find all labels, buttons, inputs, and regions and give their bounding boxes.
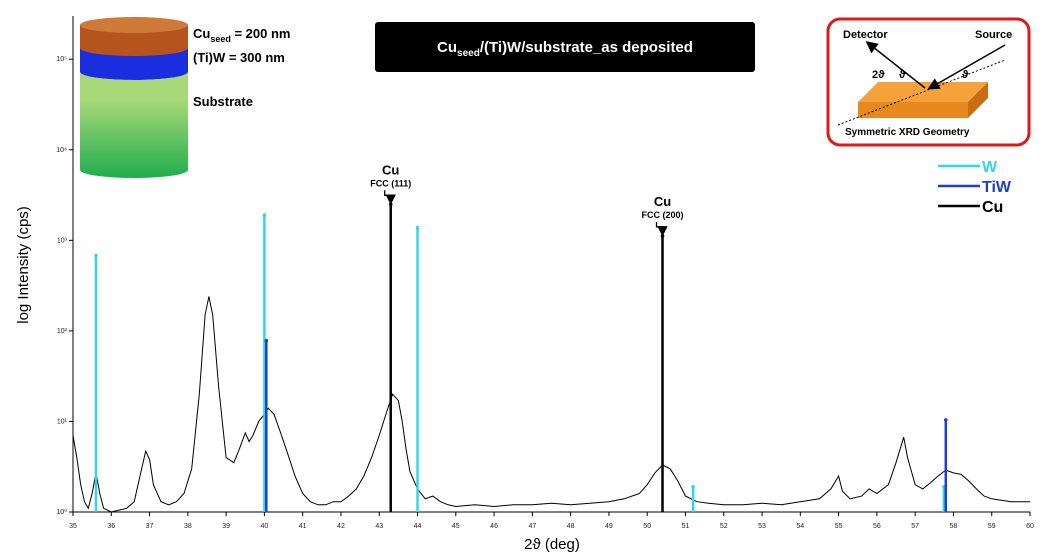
title-box bbox=[375, 22, 755, 72]
x-tick-label: 39 bbox=[222, 523, 230, 530]
x-tick-label: 54 bbox=[796, 523, 804, 530]
y-tick-label: 10⁵ bbox=[56, 56, 67, 63]
inset-label: ϑ bbox=[962, 69, 969, 81]
x-tick-label: 46 bbox=[490, 523, 498, 530]
stick-marker bbox=[388, 202, 393, 207]
layer-label-part: Cu bbox=[193, 26, 210, 41]
x-tick-label: 45 bbox=[452, 523, 460, 530]
y-axis-label: log Intensity (cps) bbox=[15, 206, 32, 324]
annotation-arrow bbox=[655, 221, 668, 237]
sample-front bbox=[858, 102, 968, 118]
x-tick-label: 60 bbox=[1026, 523, 1034, 530]
annotation-label: Cu bbox=[382, 162, 399, 177]
y-tick-label: 10² bbox=[57, 328, 68, 335]
legend-label: Cu bbox=[982, 199, 1003, 216]
inset-label: ϑ bbox=[899, 69, 906, 81]
annotation-arrow bbox=[384, 190, 396, 205]
inset-label: 2ϑ bbox=[872, 69, 885, 81]
x-tick-label: 55 bbox=[835, 523, 843, 530]
y-tick-label: 10³ bbox=[57, 237, 68, 244]
x-tick-label: 56 bbox=[873, 523, 881, 530]
stick-marker bbox=[943, 418, 948, 422]
x-tick-label: 48 bbox=[567, 523, 575, 530]
detector-arrow bbox=[865, 41, 926, 89]
source-arrow bbox=[927, 44, 1006, 90]
title-sub: seed bbox=[457, 48, 480, 59]
beam-line bbox=[837, 59, 1006, 126]
layer-label: (Ti)W = 300 nm bbox=[193, 50, 285, 65]
x-tick-label: 42 bbox=[337, 523, 345, 530]
title-part: Cu bbox=[437, 39, 457, 56]
y-tick-label: 10⁰ bbox=[56, 508, 67, 516]
layer-label-part: = 200 nm bbox=[231, 26, 291, 41]
inset-label: Detector bbox=[843, 29, 888, 41]
substrate-top bbox=[80, 72, 188, 100]
x-tick-label: 38 bbox=[184, 523, 192, 530]
x-tick-label: 44 bbox=[414, 523, 422, 530]
stick-marker bbox=[415, 225, 420, 230]
cu-top bbox=[80, 17, 188, 33]
legend-label: W bbox=[982, 159, 998, 176]
x-tick-label: 47 bbox=[528, 523, 536, 530]
x-tick-label: 53 bbox=[758, 523, 766, 530]
x-tick-label: 59 bbox=[988, 523, 996, 530]
legend-label: TiW bbox=[982, 179, 1012, 196]
x-tick-label: 36 bbox=[107, 523, 115, 530]
tiw-layer bbox=[80, 48, 188, 80]
layer-inset: Cuseed = 200 nm (Ti)W = 300 nm Substrate bbox=[80, 17, 290, 178]
y-tick-label: 10⁴ bbox=[56, 147, 67, 154]
annotation-label: Cu bbox=[654, 194, 671, 209]
cu-layer bbox=[80, 25, 188, 56]
x-tick-label: 51 bbox=[682, 523, 690, 530]
substrate-layer bbox=[80, 100, 188, 178]
y-tick-label: 10¹ bbox=[57, 418, 68, 425]
layer-label: Cuseed = 200 nm bbox=[193, 26, 290, 44]
stick-marker bbox=[262, 213, 267, 217]
layer-label: Substrate bbox=[193, 94, 253, 109]
geometry-inset: Detector Source 2ϑ ϑ ϑ Symmetric XRD Geo… bbox=[826, 17, 1031, 147]
x-tick-label: 40 bbox=[261, 523, 269, 530]
x-tick-label: 41 bbox=[299, 523, 307, 530]
title-part: /(Ti)W/substrate_as deposited bbox=[480, 39, 693, 56]
annotation-sublabel: FCC (200) bbox=[642, 210, 684, 220]
x-tick-label: 35 bbox=[69, 523, 77, 530]
stick-marker bbox=[94, 253, 98, 258]
inset-label: Source bbox=[975, 29, 1012, 41]
chart-title: Cuseed/(Ti)W/substrate_as deposited bbox=[437, 39, 693, 59]
stick-marker bbox=[264, 338, 269, 343]
x-tick-label: 58 bbox=[950, 523, 958, 530]
annotation-sublabel: FCC (111) bbox=[370, 178, 411, 188]
layer-label-sub: seed bbox=[210, 34, 231, 44]
sample-top bbox=[858, 82, 988, 102]
x-tick-label: 50 bbox=[643, 523, 651, 530]
stick-marker bbox=[691, 484, 695, 489]
x-tick-label: 52 bbox=[720, 523, 728, 530]
x-axis-label: 2ϑ (deg) bbox=[524, 536, 580, 553]
x-tick-label: 57 bbox=[911, 523, 919, 530]
x-tick-label: 37 bbox=[146, 523, 154, 530]
measured-profile bbox=[72, 296, 1030, 513]
sample-side bbox=[968, 82, 988, 118]
plot-area: 10⁰ 10¹ 10² 10³ 10⁴ 10⁵ 35 36 37 38 39 40 41 42 43 44 45… bbox=[56, 16, 1034, 530]
x-tick-label: 43 bbox=[375, 523, 383, 530]
x-tick-label: 49 bbox=[605, 523, 613, 530]
stick-marker bbox=[660, 234, 665, 238]
inset-caption: Symmetric XRD Geometry bbox=[845, 127, 970, 138]
